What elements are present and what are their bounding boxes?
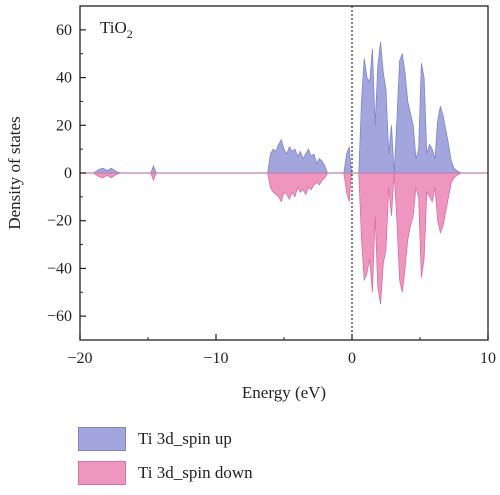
x-tick-label: 0 — [348, 350, 356, 367]
y-tick-label: 0 — [64, 165, 72, 182]
series-spin-up-area — [92, 41, 463, 174]
x-tick-label: −20 — [67, 350, 92, 367]
legend-label-spin-up: Ti 3d_spin up — [138, 429, 232, 448]
series-spin-down-area — [92, 172, 463, 305]
legend-swatch-spin-down — [78, 461, 126, 485]
y-axis-label: Density of states — [5, 116, 24, 229]
y-tick-label: 60 — [56, 22, 72, 39]
legend-label-spin-down: Ti 3d_spin down — [138, 463, 253, 482]
y-tick-label: 20 — [56, 117, 72, 134]
y-tick-label: 40 — [56, 70, 72, 87]
x-tick-label: −10 — [203, 350, 228, 367]
legend-item-spin-up: Ti 3d_spin up — [78, 427, 253, 451]
legend: Ti 3d_spin up Ti 3d_spin down — [78, 427, 253, 495]
dos-chart: −20 −10 0 10 −60 −40 −20 0 20 40 60 TiO2 Energy (e… — [5, 5, 496, 402]
y-tick-label: −60 — [47, 308, 72, 325]
legend-item-spin-down: Ti 3d_spin down — [78, 461, 253, 485]
legend-swatch-spin-up — [78, 427, 126, 451]
y-tick-label: −40 — [47, 260, 72, 277]
y-tick-label: −20 — [47, 213, 72, 230]
ticks-layer: −20 −10 0 10 −60 −40 −20 0 20 40 60 — [47, 22, 496, 367]
compound-label: TiO2 — [100, 18, 133, 41]
x-tick-label: 10 — [480, 350, 496, 367]
plot-frame — [79, 5, 489, 341]
series-layer — [92, 41, 463, 305]
x-axis-label: Energy (eV) — [242, 383, 326, 402]
